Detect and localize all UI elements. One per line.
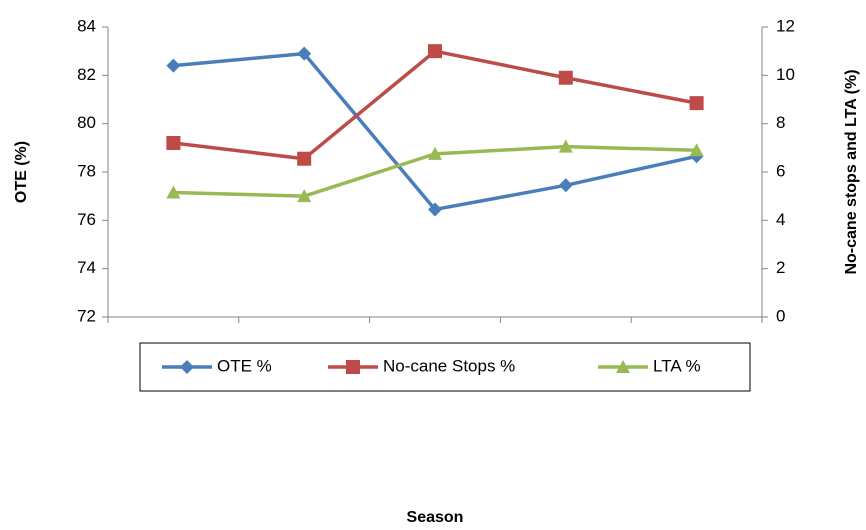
data-point bbox=[297, 151, 312, 166]
y-tick-label: 80 bbox=[77, 113, 96, 132]
legend-box bbox=[139, 342, 751, 392]
y-tick-label: 72 bbox=[77, 306, 96, 325]
data-point bbox=[428, 44, 442, 59]
data-point bbox=[558, 139, 573, 153]
y2-tick-label: 0 bbox=[776, 306, 785, 325]
y2-axis-title: No-cane stops and LTA (%) bbox=[843, 69, 860, 274]
y-tick-label: 76 bbox=[77, 210, 96, 229]
legend-label: LTA % bbox=[653, 356, 701, 375]
y-axis-title: OTE (%) bbox=[13, 141, 30, 203]
data-point bbox=[297, 46, 312, 61]
legend-label: OTE % bbox=[217, 356, 272, 375]
data-point bbox=[166, 185, 181, 199]
data-point bbox=[689, 96, 704, 111]
data-point bbox=[558, 178, 573, 193]
legend-marker bbox=[616, 360, 630, 373]
legend-marker bbox=[180, 360, 194, 374]
y-tick-label: 82 bbox=[77, 65, 96, 84]
data-point bbox=[166, 136, 181, 150]
data-point bbox=[166, 58, 181, 73]
y-tick-label: 74 bbox=[77, 258, 96, 277]
legend-label: No-cane Stops % bbox=[383, 356, 515, 375]
y2-tick-label: 2 bbox=[776, 258, 785, 277]
data-point bbox=[428, 146, 442, 160]
data-point bbox=[689, 143, 704, 157]
data-point bbox=[558, 70, 573, 85]
legend-marker bbox=[346, 360, 360, 374]
y2-tick-label: 12 bbox=[776, 16, 795, 35]
y-tick-label: 78 bbox=[77, 161, 96, 180]
data-point bbox=[428, 202, 442, 217]
series-line bbox=[173, 51, 697, 212]
y2-tick-label: 10 bbox=[776, 65, 795, 84]
x-axis-title: Season bbox=[407, 509, 464, 526]
y2-tick-label: 4 bbox=[776, 210, 785, 229]
y-tick-label: 84 bbox=[77, 16, 96, 35]
y2-tick-label: 8 bbox=[776, 113, 785, 132]
data-point bbox=[297, 189, 312, 203]
series-line bbox=[173, 49, 697, 161]
y2-tick-label: 6 bbox=[776, 161, 785, 180]
